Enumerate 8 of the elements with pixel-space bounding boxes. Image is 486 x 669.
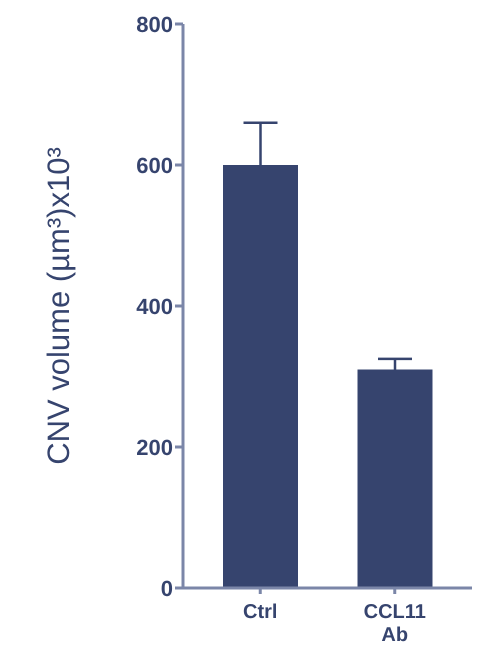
y-tick-label: 800 [136,12,173,37]
x-tick-label: Ctrl [243,601,278,623]
y-tick-label: 200 [136,434,173,460]
y-tick-label: 400 [136,294,173,319]
y-tick-label: 600 [136,152,173,178]
y-tick-label: 0 [160,576,173,601]
y-axis-title: CNV volume (µm³)x10³ [41,147,76,465]
x-tick-label: CCL11 Ab [364,601,426,646]
